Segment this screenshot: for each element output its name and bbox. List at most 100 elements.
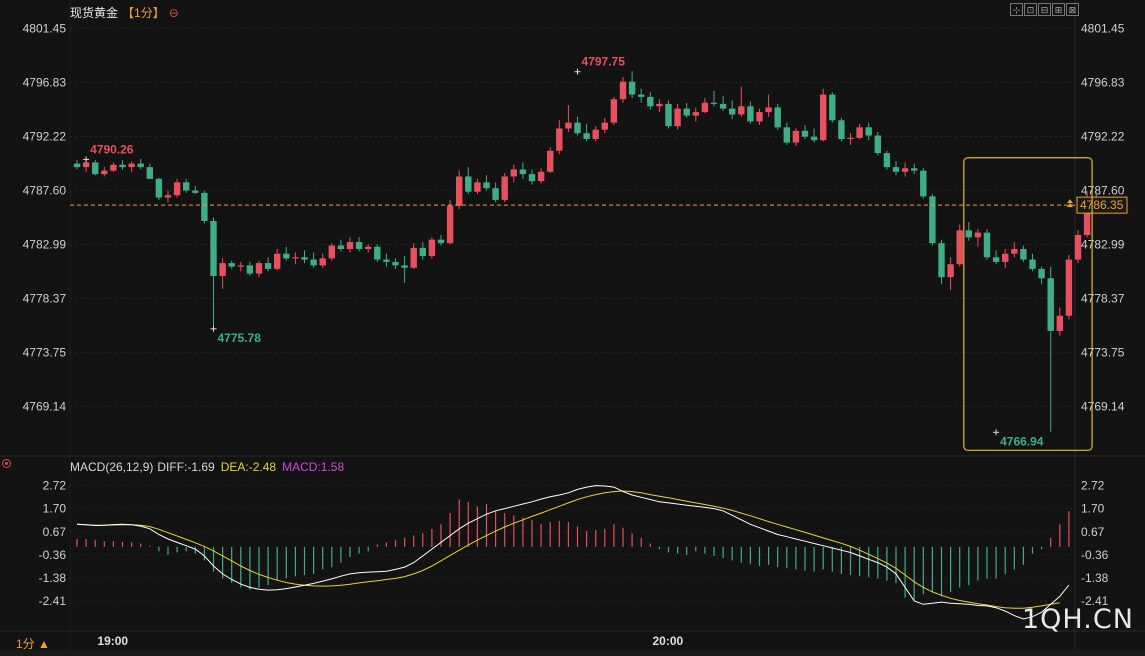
candle-body <box>865 127 872 136</box>
candle-body <box>264 263 272 269</box>
highlight-rectangle <box>963 157 1093 451</box>
indicator-settings-icon[interactable] <box>2 459 11 468</box>
price-tick-label: 4787.60 <box>23 184 67 198</box>
candle-body <box>173 182 181 196</box>
macd-panel[interactable]: 2.72 2.72 1.70 1.70 0.67 0.67 -0.36 -0.36 -1.38 -… <box>39 479 1109 620</box>
candle-body <box>592 129 599 140</box>
candle-body <box>510 169 517 177</box>
candle-body <box>829 94 836 121</box>
candle-body <box>301 257 308 260</box>
candle-body <box>346 242 354 250</box>
watermark-logo: 1QH.CN <box>1022 604 1134 635</box>
candlestick-series[interactable] <box>73 71 1100 432</box>
close-panel-icon[interactable]: ⊠ <box>1066 3 1079 16</box>
candle-body <box>137 163 144 168</box>
bottom-scrollbar[interactable] <box>0 650 1145 656</box>
macd-tick-label: -1.38 <box>39 571 67 585</box>
candle-body <box>146 167 153 179</box>
last-price-label: 4786.35 <box>1080 198 1124 212</box>
candle-body <box>801 130 809 137</box>
candle-body <box>583 133 590 140</box>
candle-body <box>920 170 927 197</box>
candle-body <box>246 265 254 274</box>
price-tick-label: 4792.22 <box>23 129 67 143</box>
candle-body <box>883 153 891 168</box>
candle-body <box>729 108 736 115</box>
candle-body <box>992 257 1000 262</box>
candle-body <box>692 112 699 116</box>
macd-dea-value: DEA:-2.48 <box>220 460 277 474</box>
last-price-tag <box>1076 196 1128 214</box>
extreme-price-label: 4775.78 <box>218 331 262 345</box>
candle-body <box>483 182 490 189</box>
price-arrow-icon <box>1067 199 1073 208</box>
time-tick-label: 20:00 <box>653 634 684 648</box>
period-switch-button[interactable]: 1分 ▲ <box>16 637 50 651</box>
extreme-price-label: 4766.94 <box>1000 434 1044 448</box>
candle-body <box>1020 249 1027 260</box>
candle-body <box>710 102 718 104</box>
candle-body <box>638 94 645 97</box>
candle-body <box>1011 249 1018 254</box>
candle-body <box>911 168 918 171</box>
candle-body <box>974 232 982 238</box>
candle-body <box>237 265 244 267</box>
macd-tick-label: 0.67 <box>1081 525 1105 539</box>
macd-tick-label: -0.36 <box>39 548 67 562</box>
candle-body <box>228 263 235 267</box>
macd-tick-label: -0.36 <box>1081 548 1109 562</box>
candle-body <box>938 243 945 278</box>
candle-body <box>274 253 281 269</box>
price-tick-label: 4796.83 <box>23 76 67 90</box>
candle-body <box>547 150 554 172</box>
candle-body <box>537 171 545 182</box>
candle-body <box>965 230 972 238</box>
zoom-out-icon[interactable]: ⊟ <box>1038 3 1051 16</box>
candle-body <box>474 182 481 192</box>
zoom-in-icon[interactable]: ⊞ <box>1052 3 1065 16</box>
last-price-line: 4786.35 <box>70 196 1128 214</box>
candle-body <box>283 253 290 259</box>
candle-body <box>337 245 345 250</box>
candle-body <box>656 103 663 107</box>
candle-body <box>192 190 199 193</box>
candle-body <box>647 96 654 107</box>
candle-body <box>410 247 417 268</box>
candle-body <box>365 246 372 250</box>
candle-body <box>628 81 636 95</box>
candle-body <box>574 122 581 134</box>
candle-body <box>1002 253 1009 262</box>
candle-body <box>983 232 991 258</box>
macd-header: MACD(26,12,9) DIFF:-1.69 DEA:-2.48 MACD:1.5… <box>70 460 344 474</box>
candle-body <box>619 81 627 100</box>
dea-line <box>76 490 1060 609</box>
candle-body <box>465 176 472 192</box>
candle-body <box>492 188 499 200</box>
candle-body <box>1083 198 1091 235</box>
price-tick-label: 4792.22 <box>1081 129 1125 143</box>
candle-body <box>419 247 426 257</box>
candle-body <box>701 102 709 113</box>
candle-body <box>610 99 618 123</box>
candle-body <box>374 246 381 260</box>
collapse-icon[interactable]: ⊖ <box>168 6 179 20</box>
macd-name[interactable]: MACD(26,12,9) <box>70 460 154 474</box>
price-tick-label: 4769.14 <box>1081 400 1125 414</box>
price-tick-label: 4773.75 <box>1081 346 1125 360</box>
crosshair-icon[interactable]: ⊹ <box>1010 3 1023 16</box>
candle-body <box>747 106 754 122</box>
price-tick-label: 4796.83 <box>1081 76 1125 90</box>
candle-body <box>765 107 772 113</box>
candle-body <box>956 230 963 265</box>
candle-body <box>446 205 454 244</box>
candle-body <box>1056 315 1063 331</box>
zoom-fit-icon[interactable]: ⊡ <box>1024 3 1037 16</box>
candle-body <box>719 103 727 109</box>
candle-body <box>255 263 263 274</box>
candle-body <box>774 107 781 128</box>
candle-body <box>456 176 463 206</box>
price-annotations: 4790.26 4775.78 4797.75 4766.94 <box>83 55 1044 448</box>
period-label[interactable]: 【1分】 <box>122 6 165 20</box>
candle-body <box>383 259 390 262</box>
